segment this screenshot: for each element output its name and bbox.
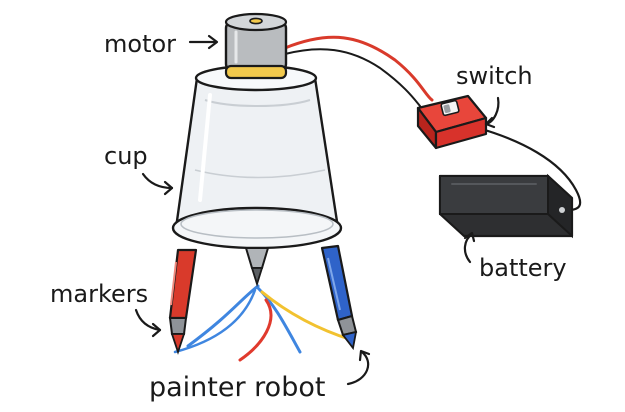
wire-motor-to-switch-dark xyxy=(284,48,421,107)
battery-icon xyxy=(438,173,574,239)
switch-label: switch xyxy=(456,62,533,90)
wire-switch-to-battery xyxy=(476,126,582,212)
blue-paint-stroke-3 xyxy=(173,288,257,354)
motor-arrow-icon xyxy=(188,34,219,50)
switch-arrow-icon xyxy=(484,96,500,129)
cup-arrow-icon xyxy=(141,172,174,196)
motor-label: motor xyxy=(104,30,176,58)
blue-marker-icon xyxy=(320,244,358,351)
cup-icon xyxy=(171,64,343,250)
blue-paint-stroke xyxy=(186,284,260,348)
center-tip-icon xyxy=(244,247,270,288)
red-paint-stroke xyxy=(238,298,273,362)
painter-robot-caption: painter robot xyxy=(149,372,325,403)
paint-strokes xyxy=(173,284,354,362)
motor-icon xyxy=(224,12,288,80)
switch-icon xyxy=(416,94,488,150)
markers-label: markers xyxy=(50,280,148,308)
cup-label: cup xyxy=(104,142,148,170)
painter-robot-arrow-icon xyxy=(346,349,371,386)
yellow-paint-stroke xyxy=(260,290,354,342)
wire-motor-to-switch xyxy=(283,35,434,102)
label-arrows xyxy=(134,34,500,386)
battery-arrow-icon xyxy=(463,231,476,264)
red-marker-icon xyxy=(168,248,198,355)
markers-arrow-icon xyxy=(134,308,162,338)
blue-paint-stroke-2 xyxy=(256,286,302,354)
battery-label: battery xyxy=(479,254,567,282)
